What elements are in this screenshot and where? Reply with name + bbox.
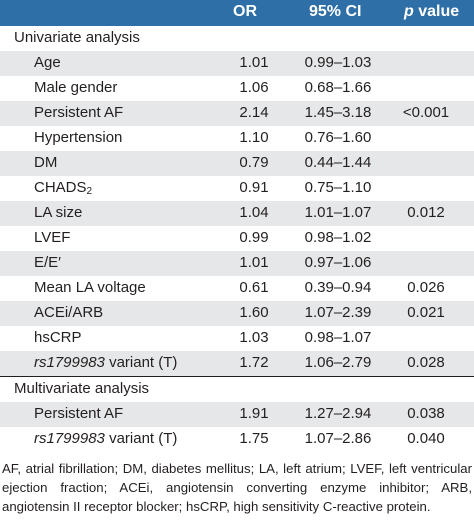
row-label: CHADS2 (34, 179, 93, 197)
row-p: <0.001 (402, 104, 450, 121)
table-row: Hypertension 1.10 0.76–1.60 (0, 126, 474, 151)
row-label: rs1799983 variant (T) (34, 354, 178, 371)
row-label: hsCRP (34, 329, 82, 346)
table-row: ACEi/ARB 1.60 1.07–2.39 0.021 (0, 301, 474, 326)
row-or: 0.79 (239, 154, 269, 171)
row-label: Age (34, 54, 61, 71)
col-header-p: p value (404, 3, 460, 20)
table-row: DM 0.79 0.44–1.44 (0, 151, 474, 176)
section-row: Multivariate analysis (0, 376, 474, 402)
row-label: Persistent AF (34, 104, 124, 121)
row-ci: 0.76–1.60 (304, 129, 372, 146)
row-label: ACEi/ARB (34, 304, 104, 321)
row-or: 1.01 (239, 254, 269, 271)
table-row: rs1799983 variant (T) 1.72 1.06–2.79 0.0… (0, 351, 474, 376)
row-ci: 1.27–2.94 (304, 405, 372, 422)
row-or: 1.01 (239, 54, 269, 71)
table-row: CHADS2 0.91 0.75–1.10 (0, 176, 474, 201)
row-label: Persistent AF (34, 405, 124, 422)
table-row: LA size 1.04 1.01–1.07 0.012 (0, 201, 474, 226)
row-or: 1.72 (239, 354, 269, 371)
row-label: rs1799983 variant (T) (34, 430, 178, 447)
row-p: 0.026 (407, 279, 445, 296)
row-label: LA size (34, 204, 83, 221)
row-ci: 1.07–2.86 (304, 430, 372, 447)
row-p: 0.012 (407, 204, 445, 221)
row-or: 1.03 (239, 329, 269, 346)
row-label: Mean LA voltage (34, 279, 146, 296)
row-or: 1.91 (239, 405, 269, 422)
row-p: 0.040 (407, 430, 445, 447)
row-or: 1.10 (239, 129, 269, 146)
row-label: Hypertension (34, 129, 123, 146)
table-row: LVEF 0.99 0.98–1.02 (0, 226, 474, 251)
row-ci: 0.68–1.66 (304, 79, 372, 96)
table-row: Persistent AF 2.14 1.45–3.18 <0.001 (0, 101, 474, 126)
table-row: Male gender 1.06 0.68–1.66 (0, 76, 474, 101)
table-row: hsCRP 1.03 0.98–1.07 (0, 326, 474, 351)
row-or: 1.60 (239, 304, 269, 321)
row-label: DM (34, 154, 58, 171)
row-ci: 0.99–1.03 (304, 54, 372, 71)
row-ci: 1.06–2.79 (304, 354, 372, 371)
row-ci: 0.98–1.07 (304, 329, 372, 346)
row-or: 1.75 (239, 430, 269, 447)
row-label: LVEF (34, 229, 71, 246)
section-title: Multivariate analysis (14, 380, 150, 397)
col-header-or: OR (233, 3, 257, 20)
section-title: Univariate analysis (14, 29, 140, 46)
row-ci: 0.75–1.10 (304, 179, 372, 196)
table-header: OR 95% CI p value (0, 0, 474, 26)
row-or: 1.04 (239, 204, 269, 221)
row-ci: 0.39–0.94 (304, 279, 372, 296)
row-or: 1.06 (239, 79, 269, 96)
row-label: Male gender (34, 79, 118, 96)
table-row: rs1799983 variant (T) 1.75 1.07–2.86 0.0… (0, 427, 474, 452)
table-row: E/E′ 1.01 0.97–1.06 (0, 251, 474, 276)
table-row: Age 1.01 0.99–1.03 (0, 51, 474, 76)
row-or: 0.91 (239, 179, 269, 196)
row-p: 0.028 (407, 354, 445, 371)
row-or: 0.99 (239, 229, 269, 246)
row-ci: 0.98–1.02 (304, 229, 372, 246)
row-label: E/E′ (34, 254, 61, 271)
row-ci: 1.07–2.39 (304, 304, 372, 321)
table-row: Mean LA voltage 0.61 0.39–0.94 0.026 (0, 276, 474, 301)
row-p: 0.021 (407, 304, 445, 321)
row-ci: 0.44–1.44 (304, 154, 372, 171)
row-ci: 0.97–1.06 (304, 254, 372, 271)
row-or: 2.14 (239, 104, 269, 121)
row-ci: 1.45–3.18 (304, 104, 372, 121)
row-or: 0.61 (239, 279, 269, 296)
row-p: 0.038 (407, 405, 445, 422)
table-footnote: AF, atrial fibrillation; DM, diabetes me… (2, 461, 472, 514)
row-ci: 1.01–1.07 (304, 204, 372, 221)
section-row: Univariate analysis (0, 26, 474, 51)
col-header-ci: 95% CI (309, 3, 362, 20)
table-row: Persistent AF 1.91 1.27–2.94 0.038 (0, 402, 474, 427)
